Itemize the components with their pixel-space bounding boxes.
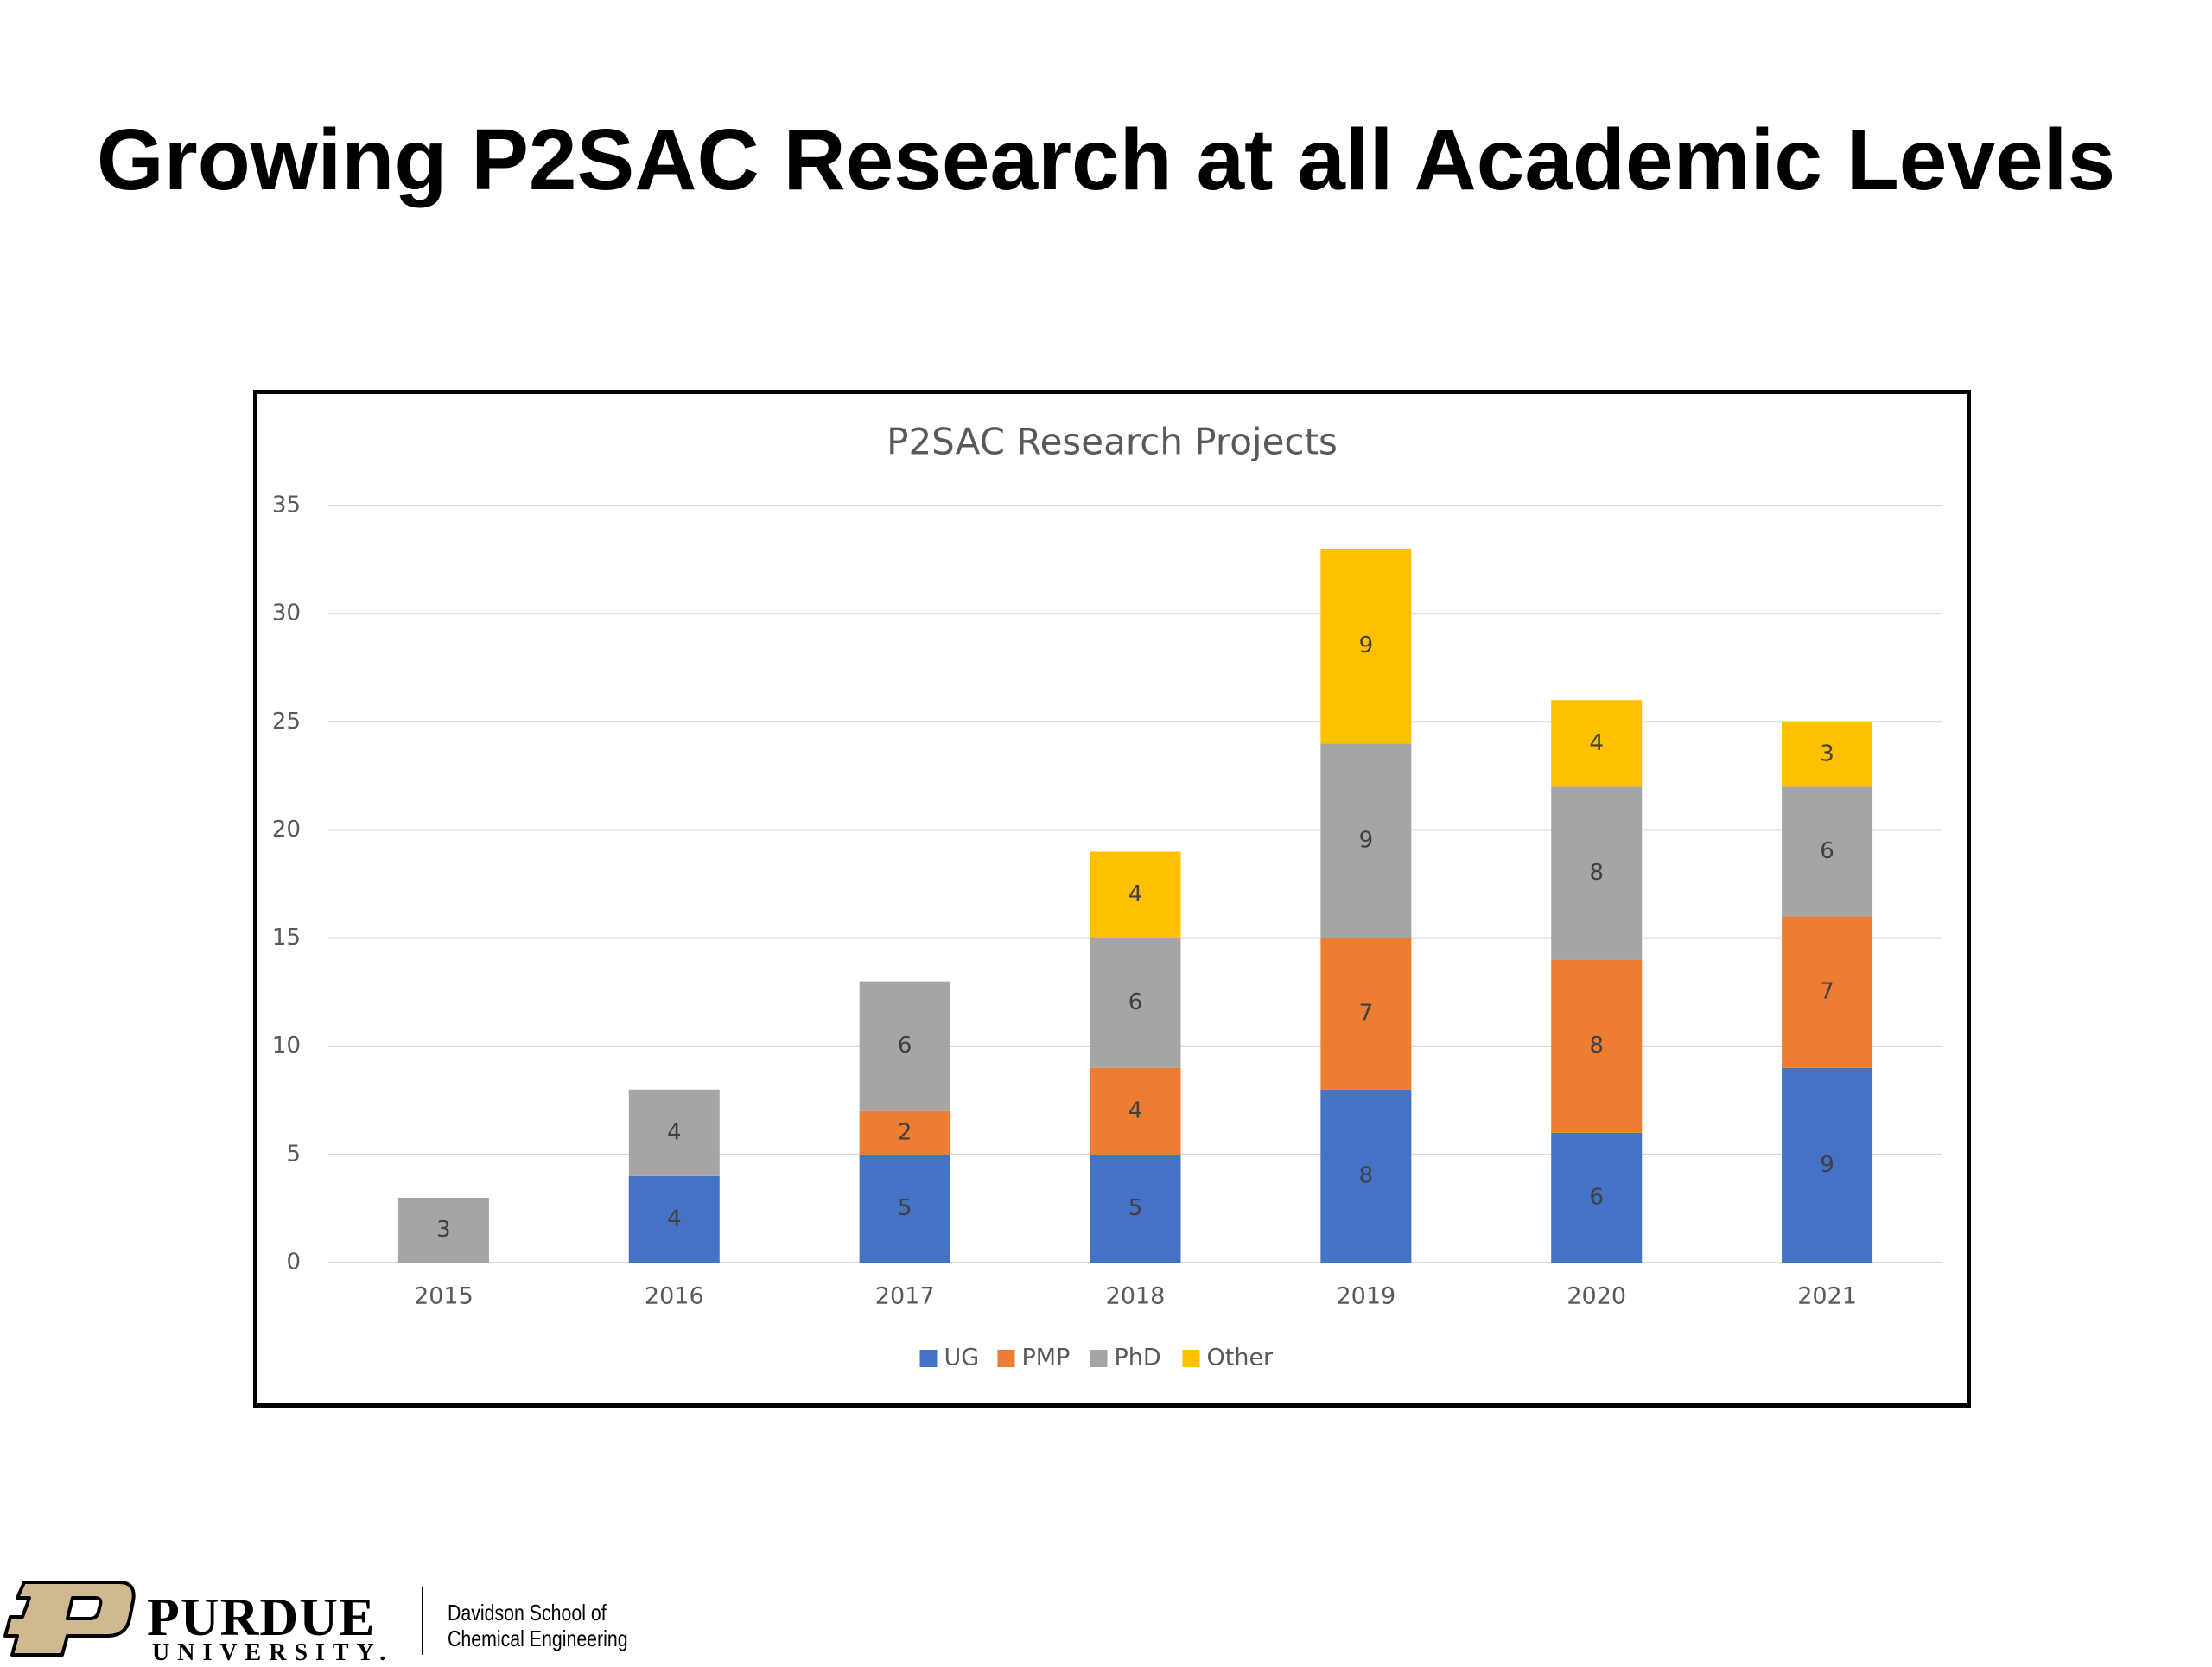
logo-divider <box>422 1587 423 1655</box>
y-tick-label: 20 <box>272 817 301 843</box>
purdue-p-icon <box>3 1581 136 1657</box>
y-tick-label: 5 <box>286 1141 301 1167</box>
x-tick-label: 2019 <box>1336 1283 1395 1310</box>
legend-swatch <box>1090 1350 1108 1367</box>
bar-segment-ug <box>1320 1089 1412 1263</box>
y-tick-label: 10 <box>272 1033 301 1059</box>
data-label: 7 <box>1359 1001 1374 1027</box>
data-label: 4 <box>1128 881 1143 907</box>
bar-segment-phd <box>397 1197 489 1263</box>
bar-segment-pmp <box>859 1110 950 1155</box>
x-tick-label: 2017 <box>875 1283 935 1310</box>
y-tick-label: 0 <box>286 1250 301 1276</box>
y-tick-label: 30 <box>272 601 301 627</box>
data-label: 4 <box>1589 730 1604 756</box>
legend-label: PMP <box>1022 1345 1071 1371</box>
chart-title: P2SAC Research Projects <box>887 421 1338 463</box>
data-label: 8 <box>1359 1162 1374 1188</box>
y-tick-label: 35 <box>272 493 301 519</box>
bar-segment-other <box>1782 722 1873 787</box>
data-label: 5 <box>1128 1195 1143 1221</box>
x-tick-label: 2021 <box>1797 1283 1857 1310</box>
logo-text-main: PURDUE <box>147 1588 376 1647</box>
data-label: 6 <box>1820 838 1834 864</box>
bar-segment-pmp <box>1782 916 1873 1068</box>
data-label: 9 <box>1359 827 1374 853</box>
data-label: 6 <box>1128 989 1143 1015</box>
stacked-bar-chart: P2SAC Research Projects05101520253035320… <box>272 421 1942 1371</box>
data-label: 6 <box>898 1033 912 1059</box>
legend-label: Other <box>1207 1345 1274 1371</box>
bar-segment-pmp <box>1551 959 1643 1133</box>
data-label: 4 <box>667 1206 682 1231</box>
department-line-1: Davidson School of <box>448 1600 607 1626</box>
bar-segment-other <box>1090 851 1181 938</box>
data-label: 5 <box>898 1195 912 1221</box>
bar-segment-ug <box>1551 1132 1643 1263</box>
data-label: 9 <box>1820 1152 1834 1178</box>
chart-frame: P2SAC Research Projects 0 5 10 15 20 25 30 35 3 20… <box>253 390 1971 1408</box>
data-label: 2 <box>898 1119 912 1145</box>
data-label: 3 <box>436 1217 451 1243</box>
data-label: 7 <box>1820 979 1834 1005</box>
data-label: 8 <box>1589 860 1604 886</box>
bar-segment-ug <box>859 1154 950 1263</box>
data-label: 6 <box>1589 1184 1604 1210</box>
bar-segment-pmp <box>1320 938 1412 1090</box>
bar-segment-phd <box>628 1089 720 1176</box>
bar-segment-phd <box>859 981 950 1111</box>
bar-segment-pmp <box>1090 1067 1181 1155</box>
bar-segment-phd <box>1320 743 1412 938</box>
x-tick-label: 2020 <box>1567 1283 1626 1310</box>
legend-swatch <box>1182 1350 1200 1367</box>
slide-title: Growing P2SAC Research at all Academic L… <box>96 111 2116 208</box>
legend-swatch <box>919 1350 938 1367</box>
data-label: 3 <box>1820 741 1834 767</box>
purdue-logo: PURDUE UNIVERSITY. Davidson School of Ch… <box>0 1577 657 1666</box>
bar-segment-other <box>1551 700 1643 787</box>
data-label: 4 <box>1128 1098 1143 1123</box>
bar-segment-ug <box>628 1175 720 1263</box>
x-tick-label: 2018 <box>1106 1283 1166 1310</box>
department-line-2: Chemical Engineering <box>448 1626 628 1651</box>
x-tick-label: 2016 <box>645 1283 704 1310</box>
x-tick-label: 2015 <box>414 1283 474 1310</box>
bar-segment-phd <box>1782 786 1873 917</box>
legend-swatch <box>997 1350 1015 1367</box>
bar-segment-ug <box>1782 1067 1873 1263</box>
data-label: 8 <box>1589 1033 1604 1059</box>
y-tick-label: 15 <box>272 925 301 951</box>
legend-label: UG <box>944 1345 980 1371</box>
legend-label: PhD <box>1115 1345 1161 1371</box>
bar-segment-ug <box>1090 1154 1181 1263</box>
y-tick-label: 25 <box>272 709 301 735</box>
data-label: 4 <box>667 1119 682 1145</box>
bar-segment-other <box>1320 549 1412 744</box>
bar-segment-phd <box>1090 938 1181 1068</box>
logo-text-sub: UNIVERSITY. <box>152 1639 394 1666</box>
data-label: 9 <box>1359 633 1374 659</box>
bar-segment-phd <box>1551 786 1643 960</box>
